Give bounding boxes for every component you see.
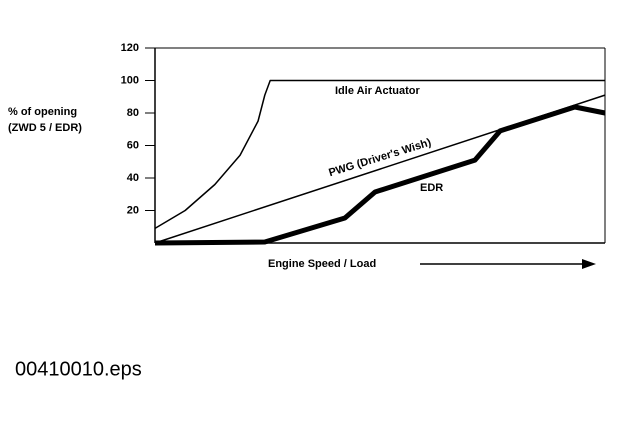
series-label: EDR <box>420 182 443 194</box>
y-axis-label: (ZWD 5 / EDR) <box>8 122 82 134</box>
series-line <box>154 104 606 246</box>
series-label: PWG (Driver's Wish) <box>327 137 433 180</box>
x-axis-label: Engine Speed / Load <box>268 258 376 270</box>
y-tick-label: 80 <box>127 107 139 119</box>
x-arrow-head <box>582 259 596 269</box>
y-tick-label: 120 <box>121 42 139 54</box>
series-label: Idle Air Actuator <box>335 85 420 97</box>
y-tick-label: 20 <box>127 204 139 216</box>
file-name: 00410010.eps <box>15 358 142 380</box>
y-axis-label: % of opening <box>8 106 77 118</box>
y-tick-label: 60 <box>127 139 139 151</box>
y-tick-label: 100 <box>121 74 139 86</box>
y-tick-label: 40 <box>127 172 139 184</box>
series-line <box>154 79 605 230</box>
